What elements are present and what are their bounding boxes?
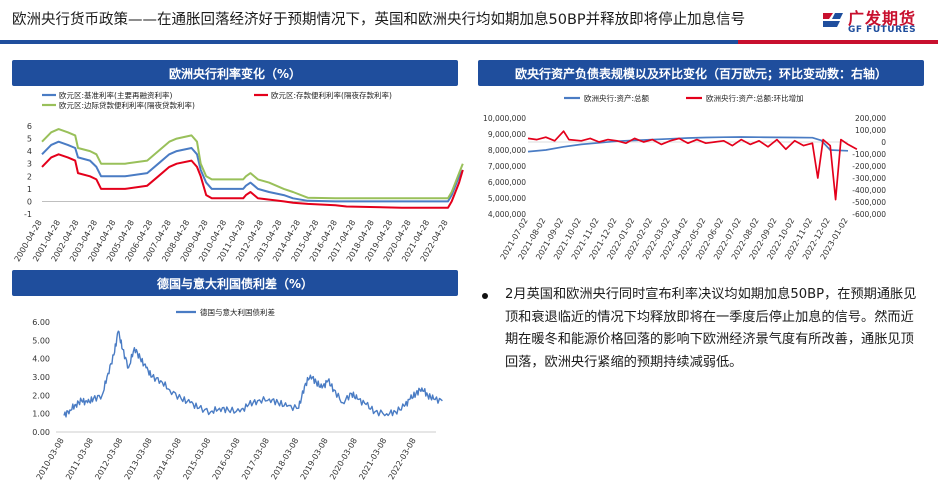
chart2-title: 欧央行资产负债表规模以及环比变化（百万欧元；环比变动数：右轴） — [478, 60, 924, 86]
y-right-tick-label: -400,000 — [852, 186, 886, 195]
y-right-tick-label: -500,000 — [852, 198, 886, 207]
header-rule-accent — [738, 40, 938, 44]
x-tick-label: 2019-03-08 — [299, 437, 330, 482]
x-tick-label: 2021-03-08 — [357, 437, 388, 482]
y-right-tick-label: -600,000 — [852, 210, 886, 219]
legend-label: 欧元区:存款便利利率(隔夜存款利率) — [271, 90, 392, 100]
y-left-tick-label: 4,000,000 — [488, 210, 526, 219]
commentary: 2月英国和欧洲央行同时宣布利率决议均如期加息50BP，在预期通胀见顶和衰退临近的… — [482, 284, 922, 374]
x-tick-label: 2017-03-08 — [240, 437, 271, 482]
y-tick-label: 4.00 — [32, 355, 50, 364]
x-tick-label: 2018-03-08 — [269, 437, 300, 482]
commentary-text: 2月英国和欧洲央行同时宣布利率决议均如期加息50BP，在预期通胀见顶和衰退临近的… — [505, 287, 917, 370]
y-left-tick-label: 10,000,000 — [483, 114, 526, 123]
series-line — [41, 153, 464, 209]
x-tick-label: 2015-03-08 — [181, 437, 212, 482]
y-tick-label: 6.00 — [32, 318, 50, 327]
legend-label: 欧洲央行:资产:总额 — [584, 93, 650, 103]
y-right-tick-label: 100,000 — [855, 126, 886, 135]
y-right-tick-label: -300,000 — [852, 174, 886, 183]
y-right-tick-label: -100,000 — [852, 150, 886, 159]
chart-ecb-rates: 6 5 4 3 2 1 0 -1 欧元区:基准利率(主要再融资利率) 欧元区:存款便利利率(隔夜存… — [13, 90, 464, 263]
y-right-tick-label: 200,000 — [855, 114, 886, 123]
y-tick-label: 5.00 — [32, 336, 50, 345]
y-tick-label: 3.00 — [32, 373, 50, 382]
legend-label: 德国与意大利国债利差 — [200, 307, 275, 317]
x-tick-label: 2020-03-08 — [328, 437, 359, 482]
x-tick-label: 2011-03-08 — [64, 437, 95, 482]
logo-cn: 广发期货 — [848, 9, 917, 28]
header-rule — [0, 40, 938, 44]
y-tick-label: 0.00 — [32, 428, 50, 437]
x-tick-label: 2012-03-08 — [93, 437, 124, 482]
logo-icon — [823, 13, 843, 27]
y-left-tick-label: 9,000,000 — [488, 130, 526, 139]
bullet-dot — [482, 293, 488, 299]
y-tick-label: 6 — [27, 122, 32, 131]
legend-label: 欧洲央行:资产:总额:环比增加 — [706, 93, 804, 103]
series-line — [527, 130, 858, 201]
chart1-title: 欧洲央行利率变化（%） — [12, 60, 458, 86]
x-tick-label: 2013-03-08 — [123, 437, 154, 482]
y-tick-label: 0 — [27, 197, 32, 206]
x-tick-label: 2016-03-08 — [211, 437, 242, 482]
y-left-tick-label: 6,000,000 — [488, 178, 526, 187]
y-tick-label: -1 — [24, 210, 32, 219]
x-tick-label: 2022-03-08 — [387, 437, 418, 482]
y-right-tick-label: -200,000 — [852, 162, 886, 171]
y-tick-label: 5 — [27, 135, 32, 144]
y-left-tick-label: 8,000,000 — [488, 146, 526, 155]
page-title: 欧洲央行货币政策——在通胀回落经济好于预期情况下，英国和欧洲央行均如期加息50B… — [12, 12, 746, 28]
chart-ecb-balance-sheet: 10,000,000 9,000,000 8,000,000 7,000,000 6,0… — [483, 93, 886, 261]
chart3-title: 德国与意大利国债利差（%） — [12, 270, 458, 296]
y-tick-label: 4 — [27, 147, 32, 156]
y-tick-label: 2 — [27, 172, 32, 181]
y-left-tick-label: 5,000,000 — [488, 194, 526, 203]
series-line — [63, 330, 443, 418]
y-left-tick-label: 7,000,000 — [488, 162, 526, 171]
y-tick-label: 1 — [27, 185, 32, 194]
series-line — [527, 136, 849, 153]
legend-label: 欧元区:边际贷款便利利率(隔夜贷款利率) — [59, 100, 195, 110]
chart-btp-bund-spread: 6.00 5.00 4.00 3.00 2.00 1.00 0.00 德国与意大利国债利差 20… — [32, 307, 443, 482]
x-tick-label: 2014-03-08 — [152, 437, 183, 482]
y-tick-label: 1.00 — [32, 410, 50, 419]
y-right-tick-label: 0 — [881, 138, 886, 147]
x-tick-label: 2010-03-08 — [35, 437, 66, 482]
y-tick-label: 3 — [27, 160, 32, 169]
logo-en: GF FUTURES — [848, 25, 917, 35]
legend-label: 欧元区:基准利率(主要再融资利率) — [59, 90, 172, 100]
brand-logo: 广发期货 GF FUTURES — [818, 4, 928, 38]
series-line — [41, 128, 464, 200]
y-tick-label: 2.00 — [32, 391, 50, 400]
series-line — [41, 140, 464, 203]
